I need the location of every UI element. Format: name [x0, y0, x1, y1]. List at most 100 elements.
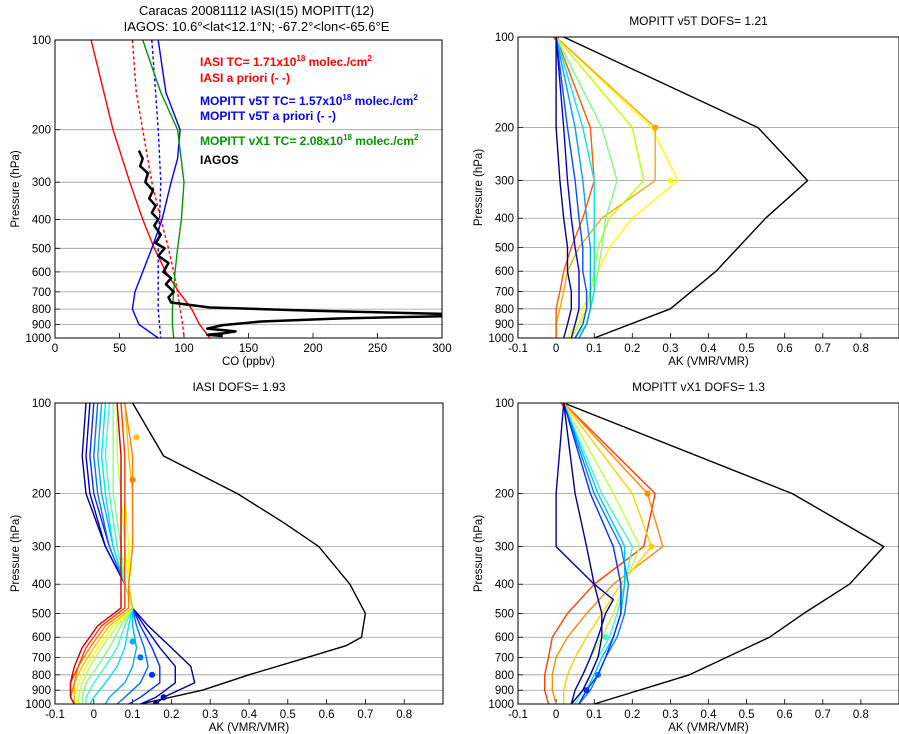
y-tick-label: 800	[32, 670, 51, 682]
x-tick-label: 100	[174, 343, 193, 355]
x-tick-label: 300	[432, 343, 451, 355]
diagonal-marker	[652, 124, 659, 131]
chart-iasi-ak: 100 200 300 400 500 600 700 800 900 1000-0.1 0 0.1 0…	[10, 380, 444, 734]
y-tick-label: 100	[495, 32, 514, 44]
y-tick-label: 900	[32, 685, 51, 697]
ak-row-10-line	[555, 37, 572, 338]
y-tick-label: 600	[495, 266, 514, 278]
y-tick-label: 200	[32, 125, 51, 137]
y-tick-label: 900	[495, 319, 514, 331]
x-tick-label: 0.8	[396, 709, 412, 721]
legend-entry: IAGOS	[200, 153, 239, 167]
x-tick-label: 0.7	[815, 709, 831, 721]
x-tick-label: 0.4	[701, 343, 718, 355]
ak-row-9-line	[555, 37, 580, 338]
diagonal-marker	[129, 476, 136, 483]
ak-row-8-line	[81, 403, 134, 704]
series-group	[544, 403, 885, 704]
x-tick-label: 0.7	[815, 343, 831, 355]
diagonal-marker	[648, 543, 655, 550]
ak-row-4-line	[555, 37, 645, 338]
x-axis-label: AK (VMR/VMR)	[209, 722, 290, 734]
y-tick-label: 400	[32, 579, 51, 591]
y-tick-label: 200	[495, 123, 514, 135]
diagonal-marker	[583, 687, 590, 694]
x-tick-label: 0.6	[319, 709, 335, 721]
iasi-a-priori-line	[131, 40, 185, 338]
y-tick-label: 400	[32, 214, 51, 226]
x-axis-label: CO (ppbv)	[222, 356, 275, 368]
legend-entry: MOPITT v5T a priori (- -)	[200, 109, 336, 123]
y-tick-label: 500	[32, 608, 51, 620]
diagonal-marker	[129, 638, 136, 645]
x-tick-label: 0.4	[241, 709, 258, 721]
mopitt-vx1-line	[142, 40, 185, 338]
ak-row-7-line	[563, 403, 630, 704]
y-axis-label: Pressure (hPa)	[473, 149, 485, 227]
x-tick-label: 0.6	[777, 343, 793, 355]
axes-frame	[54, 39, 443, 339]
y-tick-label: 900	[495, 685, 514, 697]
ak-row-9-line	[555, 403, 614, 704]
x-tick-label: 200	[303, 343, 322, 355]
series-group	[69, 403, 367, 704]
y-axis-label: Pressure (hPa)	[10, 515, 22, 593]
y-tick-label: 600	[32, 632, 51, 644]
x-tick-label: 0.8	[853, 709, 869, 721]
y-tick-label: 500	[495, 608, 514, 620]
y-tick-label: 200	[32, 489, 51, 501]
ak-row-5-line	[96, 403, 138, 704]
chart-title: Caracas 20081112 IASI(15) MOPITT(12)	[139, 3, 374, 18]
ak-row-4-line	[93, 403, 149, 704]
ak-row-7-line	[555, 37, 592, 338]
y-tick-label: 400	[495, 579, 514, 591]
y-tick-label: 700	[495, 286, 514, 298]
mopitt-v5t-line	[131, 40, 181, 338]
ak-row-0-line	[131, 403, 367, 704]
x-tick-label: 0	[553, 709, 559, 721]
y-axis-label: Pressure (hPa)	[10, 150, 22, 228]
ak-row-10-line	[563, 403, 603, 704]
x-tick-label: 0.2	[163, 709, 179, 721]
ak-row-2-line	[555, 37, 656, 338]
ak-row-1-line	[81, 403, 196, 704]
y-tick-label: 400	[495, 213, 514, 225]
ak-row-1-line	[544, 403, 656, 704]
x-tick-label: 50	[113, 343, 126, 355]
x-tick-label: 0.4	[701, 709, 718, 721]
y-tick-label: 300	[495, 176, 514, 188]
chart-mopitt-vx1-ak: 100 200 300 400 500 600 700 800 900 1000-0.1 0 0.1 0…	[473, 380, 899, 734]
mopitt-v5t-a-priori-line	[151, 40, 162, 338]
diagonal-marker	[148, 671, 156, 678]
chart-mopitt-v5t-ak: 100 200 300 400 500 600 700 800 900 1000-0.1 0 0.1 0…	[473, 14, 899, 368]
x-tick-label: -0.1	[508, 709, 528, 721]
x-tick-label: 0.6	[777, 709, 793, 721]
diagonal-marker	[644, 490, 651, 497]
y-tick-label: 1000	[488, 699, 514, 711]
x-tick-label: 0.2	[624, 343, 640, 355]
legend-entry: IASI a priori (- -)	[200, 71, 290, 85]
x-tick-label: 0.1	[586, 343, 602, 355]
y-tick-label: 300	[495, 542, 514, 554]
x-tick-label: 0.5	[739, 343, 755, 355]
x-tick-label: 0	[553, 343, 559, 355]
ak-row-7-line	[85, 403, 134, 704]
axes-frame	[54, 402, 444, 705]
x-tick-label: -0.1	[508, 343, 528, 355]
y-tick-label: 200	[495, 489, 514, 501]
legend-entry: MOPITT v5T TC= 1.57x1018 molec./cm2	[200, 93, 418, 108]
y-tick-label: 600	[32, 267, 51, 279]
chart-title: MOPITT vX1 DOFS= 1.3	[632, 380, 765, 394]
diagonal-marker	[133, 434, 140, 441]
x-tick-label: 0.1	[125, 709, 141, 721]
y-tick-label: 800	[32, 304, 51, 316]
y-tick-label: 100	[32, 35, 51, 47]
y-tick-label: 300	[32, 542, 51, 554]
ak-row-0-line	[563, 37, 809, 338]
x-tick-label: 0.5	[739, 709, 755, 721]
x-tick-label: 0	[91, 709, 97, 721]
diagonal-marker	[667, 177, 674, 184]
ak-row-2-line	[551, 403, 664, 704]
y-tick-label: 500	[495, 242, 514, 254]
